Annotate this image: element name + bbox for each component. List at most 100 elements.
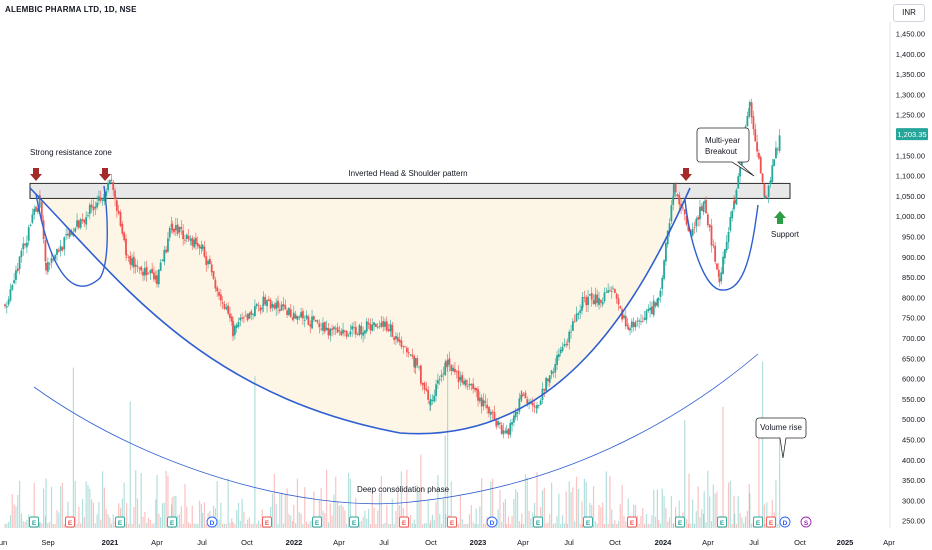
candle bbox=[702, 202, 705, 213]
candle bbox=[767, 185, 770, 197]
volume-callout bbox=[755, 417, 807, 459]
candle bbox=[210, 264, 213, 273]
event-marker-icon[interactable] bbox=[262, 516, 272, 528]
event-marker-icon[interactable] bbox=[447, 516, 457, 528]
event-marker-icon[interactable] bbox=[533, 516, 543, 528]
candle bbox=[151, 268, 154, 274]
candle bbox=[203, 246, 206, 257]
currency-selector[interactable]: INR bbox=[893, 4, 925, 22]
volume-bar bbox=[744, 516, 747, 528]
event-marker-icon[interactable] bbox=[800, 516, 812, 528]
volume-bar bbox=[647, 523, 649, 528]
candle bbox=[300, 312, 302, 318]
candle bbox=[547, 378, 549, 382]
candle bbox=[727, 231, 730, 243]
event-marker-label: E bbox=[402, 520, 407, 527]
candle bbox=[255, 304, 258, 307]
volume-bar bbox=[197, 523, 199, 528]
y-tick-label: 850.00 bbox=[902, 273, 925, 282]
candle bbox=[140, 266, 143, 271]
volume-bar bbox=[627, 498, 629, 528]
candle bbox=[125, 238, 127, 255]
candle bbox=[393, 337, 396, 340]
volume-bar bbox=[400, 471, 403, 528]
volume-bar bbox=[749, 493, 751, 528]
event-marker-icon[interactable] bbox=[29, 516, 39, 528]
volume-bar bbox=[28, 514, 30, 528]
volume-bar bbox=[18, 480, 21, 528]
volume-bar bbox=[722, 406, 724, 528]
candle bbox=[455, 371, 458, 373]
candle bbox=[145, 267, 148, 275]
event-marker-icon[interactable] bbox=[312, 516, 322, 528]
candle bbox=[763, 184, 766, 197]
candle bbox=[557, 354, 560, 358]
volume-bar bbox=[286, 488, 288, 528]
volume-bar bbox=[411, 523, 413, 528]
candle bbox=[147, 273, 150, 275]
volume-bar bbox=[775, 480, 777, 528]
event-marker-icon[interactable] bbox=[167, 516, 177, 528]
candle bbox=[500, 425, 503, 434]
volume-bar bbox=[430, 520, 432, 528]
volume-bar bbox=[4, 524, 6, 528]
candle bbox=[378, 326, 381, 328]
volume-bar bbox=[200, 503, 202, 528]
candle bbox=[121, 223, 124, 234]
candle bbox=[40, 202, 43, 222]
volume-curve bbox=[33, 353, 759, 505]
candle bbox=[201, 244, 204, 249]
volume-bar bbox=[243, 511, 245, 528]
event-marker-label: E bbox=[32, 520, 37, 527]
y-tick-label: 950.00 bbox=[902, 233, 925, 242]
candle bbox=[354, 326, 357, 335]
event-marker-icon[interactable] bbox=[675, 516, 685, 528]
event-marker-icon[interactable] bbox=[399, 516, 409, 528]
event-marker-icon[interactable] bbox=[753, 516, 763, 528]
candle bbox=[107, 182, 109, 191]
event-marker-icon[interactable] bbox=[115, 516, 125, 528]
event-marker-icon[interactable] bbox=[766, 516, 776, 528]
volume-bar bbox=[170, 504, 173, 528]
candle bbox=[15, 270, 17, 280]
volume-bar bbox=[731, 523, 733, 528]
candle bbox=[232, 320, 234, 337]
volume-bar bbox=[418, 491, 420, 528]
candle bbox=[24, 243, 26, 246]
candle bbox=[273, 304, 276, 309]
volume-bar bbox=[605, 471, 607, 528]
candle bbox=[414, 358, 417, 368]
candle bbox=[613, 288, 616, 293]
candle bbox=[167, 238, 169, 252]
event-marker-icon[interactable] bbox=[206, 516, 218, 528]
volume-bar bbox=[607, 523, 609, 528]
candle bbox=[750, 102, 753, 118]
candle bbox=[7, 299, 10, 305]
candle bbox=[468, 383, 471, 386]
volume-bar bbox=[596, 523, 598, 528]
volume-bar bbox=[439, 513, 441, 528]
candle bbox=[429, 399, 432, 406]
event-marker-icon[interactable] bbox=[779, 516, 791, 528]
candle bbox=[480, 397, 483, 407]
candle bbox=[35, 206, 37, 212]
candle bbox=[773, 159, 776, 166]
volume-bar bbox=[766, 502, 768, 528]
candle bbox=[312, 316, 315, 320]
candle bbox=[717, 269, 720, 277]
candle bbox=[512, 415, 515, 423]
event-marker-icon[interactable] bbox=[583, 516, 593, 528]
event-marker-icon[interactable] bbox=[349, 516, 359, 528]
event-marker-icon[interactable] bbox=[717, 516, 727, 528]
candle bbox=[25, 242, 28, 248]
candle bbox=[421, 383, 424, 385]
candle bbox=[229, 313, 231, 319]
event-marker-icon[interactable] bbox=[65, 516, 75, 528]
candle bbox=[153, 272, 155, 280]
event-marker-icon[interactable] bbox=[486, 516, 498, 528]
volume-bar bbox=[563, 523, 565, 528]
event-marker-icon[interactable] bbox=[627, 516, 637, 528]
volume-bar bbox=[600, 507, 602, 528]
candle bbox=[583, 297, 586, 298]
